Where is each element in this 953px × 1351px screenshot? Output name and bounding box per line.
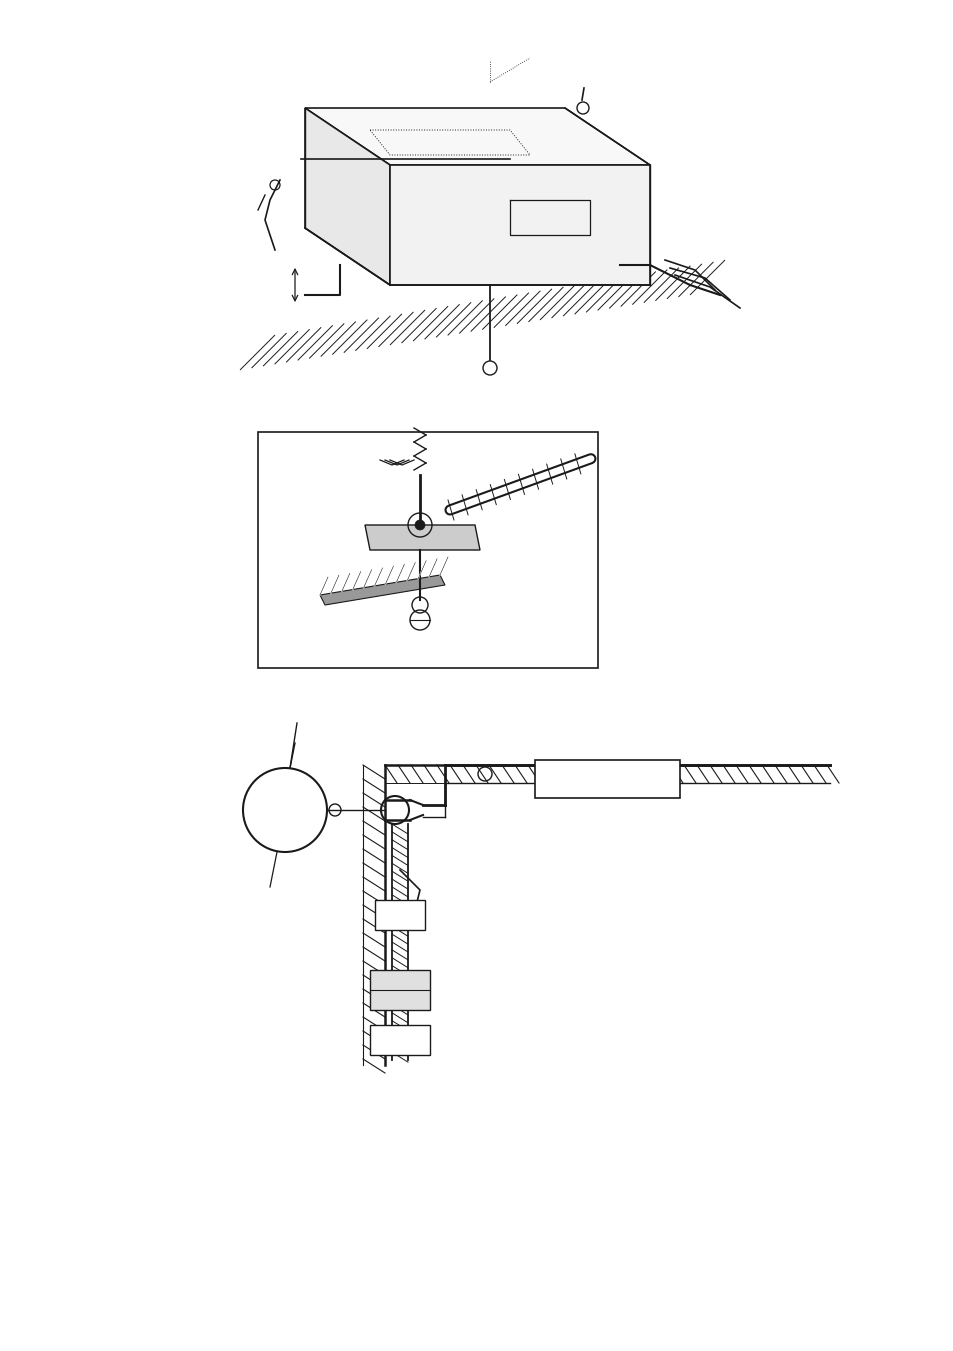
Circle shape — [415, 520, 424, 530]
Bar — [257, 432, 598, 667]
Bar — [370, 970, 430, 1011]
Polygon shape — [305, 108, 649, 165]
Polygon shape — [305, 108, 390, 285]
Bar — [535, 761, 679, 798]
Polygon shape — [274, 245, 720, 345]
Polygon shape — [319, 576, 444, 605]
Polygon shape — [365, 526, 479, 550]
Bar — [375, 900, 424, 929]
Bar — [370, 1025, 430, 1055]
Polygon shape — [390, 165, 649, 285]
